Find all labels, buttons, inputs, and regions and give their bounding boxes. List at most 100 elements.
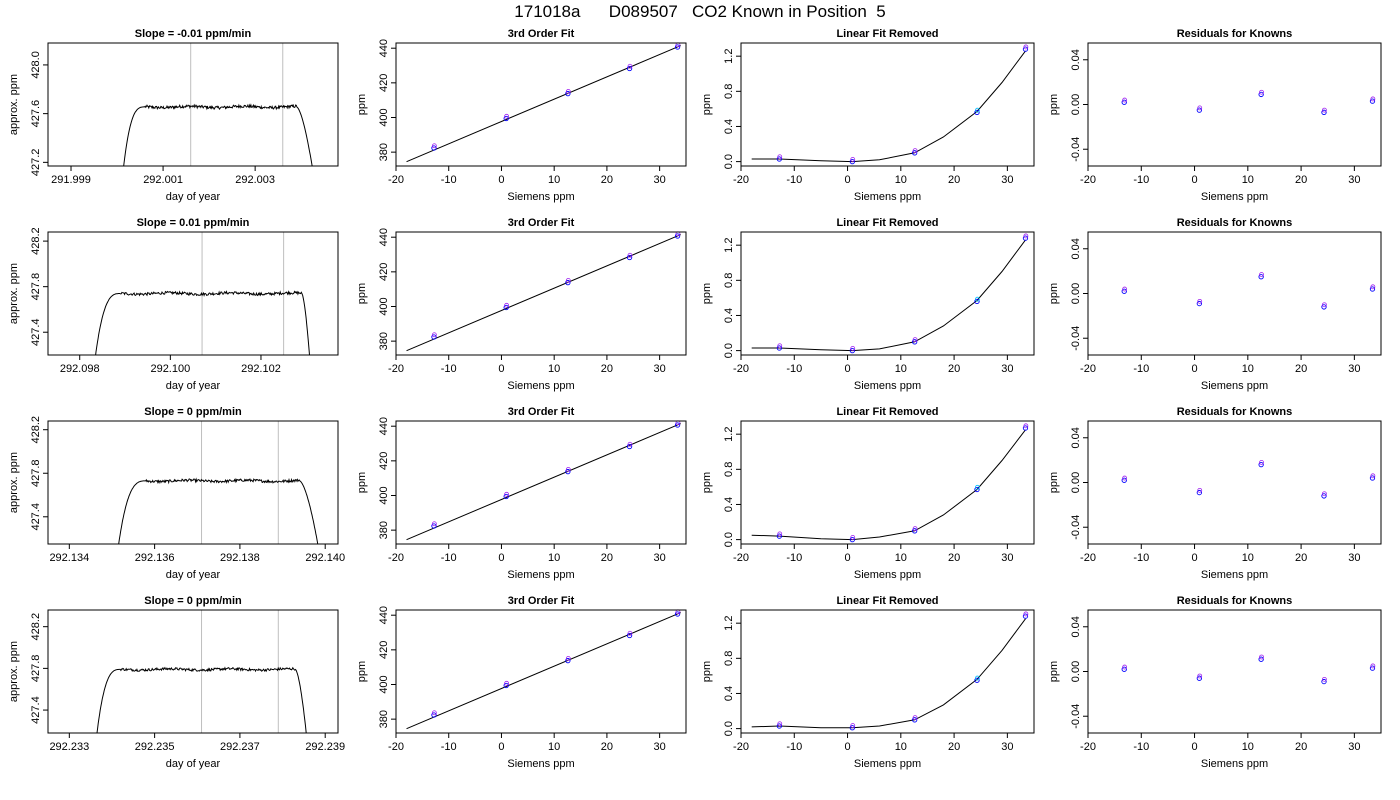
data-point-replicate	[1259, 272, 1264, 277]
panel-r2-c0: Slope = 0 ppm/min 292.134 292.136 292.138 29…	[8, 406, 345, 581]
x-tick-label: 10	[1242, 363, 1254, 375]
x-tick-label: 20	[1295, 174, 1307, 186]
data-point-replicate	[1023, 611, 1029, 617]
x-tick-label: 20	[601, 363, 613, 375]
x-axis-label: Siemens ppm	[507, 569, 574, 581]
data-point-replicate	[777, 721, 783, 727]
y-tick-label: 0.00	[1070, 472, 1082, 493]
data-point-replicate	[565, 88, 571, 94]
x-tick-label: -10	[1133, 363, 1149, 375]
y-tick-label: 0.0	[723, 154, 735, 169]
data-point-replicate	[850, 535, 856, 540]
y-axis-label: ppm	[701, 94, 713, 115]
x-tick-label: 292.233	[49, 741, 89, 753]
y-tick-label: 428.0	[30, 51, 42, 79]
data-point-replicate	[565, 466, 571, 472]
x-tick-label: 20	[1295, 741, 1307, 753]
x-axis-label: Siemens ppm	[854, 380, 921, 392]
y-tick-label: 400	[378, 486, 390, 504]
x-tick-label: 30	[1348, 363, 1360, 375]
x-tick-label: -10	[786, 741, 802, 753]
data-point-replicate	[1122, 475, 1128, 481]
y-tick-label: 440	[378, 417, 390, 435]
fit-curve	[751, 239, 1026, 352]
x-tick-label: 30	[1001, 741, 1013, 753]
y-axis-label: ppm	[701, 661, 713, 682]
x-tick-label: 10	[895, 363, 907, 375]
data-point	[1258, 91, 1264, 98]
x-tick-label: -20	[388, 741, 404, 753]
x-tick-label: -10	[441, 174, 457, 186]
y-axis-label: ppm	[1048, 283, 1060, 304]
fit-curve	[751, 429, 1026, 541]
x-axis-label: Siemens ppm	[507, 758, 574, 770]
y-tick-label: 440	[378, 228, 390, 246]
concentration-trace	[96, 666, 307, 733]
data-point	[1196, 489, 1202, 496]
x-tick-label: 292.003	[235, 174, 275, 186]
y-tick-label: 400	[378, 108, 390, 126]
y-tick-label: 400	[378, 297, 390, 315]
x-tick-label: 20	[948, 174, 960, 186]
data-point-replicate	[777, 154, 783, 160]
y-axis-label: ppm	[1048, 472, 1060, 493]
data-point-replicate	[1370, 473, 1376, 479]
x-tick-label: 0	[498, 174, 504, 186]
x-tick-label: 292.140	[305, 552, 345, 564]
data-point	[1321, 678, 1327, 685]
data-point-replicate	[627, 630, 633, 636]
data-point-replicate	[850, 723, 856, 728]
data-point	[912, 717, 918, 723]
x-tick-label: 292.134	[49, 552, 89, 564]
x-tick-label: 20	[948, 363, 960, 375]
plot-frame	[740, 420, 1035, 545]
data-point	[431, 523, 437, 529]
x-axis-label: day of year	[166, 191, 221, 203]
data-point	[1369, 286, 1376, 292]
plot-frame	[1087, 231, 1382, 356]
x-tick-label: 30	[1348, 741, 1360, 753]
y-tick-label: 0.4	[723, 686, 735, 701]
data-point-replicate	[850, 157, 856, 162]
y-axis-label: ppm	[1048, 94, 1060, 115]
x-tick-label: 0	[844, 552, 850, 564]
plot-frame	[395, 420, 687, 545]
data-point-replicate	[777, 343, 783, 349]
data-point-replicate	[1197, 487, 1203, 493]
y-tick-label: 0.4	[723, 308, 735, 323]
x-tick-label: 0	[1191, 552, 1197, 564]
x-axis-label: Siemens ppm	[854, 569, 921, 581]
x-axis-label: Siemens ppm	[1201, 380, 1268, 392]
y-axis-label: approx. ppm	[8, 74, 20, 135]
data-point	[776, 345, 783, 351]
data-point-replicate	[1321, 107, 1327, 113]
x-tick-label: 10	[548, 741, 560, 753]
figure-title: 171018a D089507 CO2 Known in Position 5	[514, 2, 886, 21]
plot-frame	[740, 609, 1035, 734]
data-point	[1258, 461, 1264, 468]
data-point	[565, 468, 571, 475]
data-point	[1321, 109, 1327, 115]
y-tick-label: 0.4	[723, 497, 735, 512]
data-point	[1321, 304, 1327, 310]
data-point-replicate	[1370, 284, 1376, 290]
data-point	[503, 304, 509, 311]
data-point	[776, 533, 783, 539]
data-point-replicate	[504, 680, 510, 686]
data-point-replicate	[565, 655, 571, 661]
data-point	[1369, 475, 1376, 481]
x-tick-label: 291.999	[51, 174, 91, 186]
x-tick-label: -10	[1133, 741, 1149, 753]
plot-frame	[47, 609, 339, 734]
x-tick-label: 10	[895, 741, 907, 753]
y-tick-label: 0.00	[1070, 94, 1082, 115]
panel-title: Residuals for Knowns	[1177, 217, 1293, 229]
x-tick-label: -20	[1080, 174, 1096, 186]
x-tick-label: -10	[1133, 174, 1149, 186]
x-tick-label: -20	[388, 174, 404, 186]
data-point	[431, 145, 437, 151]
data-point	[1196, 300, 1202, 307]
concentration-trace	[95, 290, 310, 355]
x-tick-label: -20	[388, 552, 404, 564]
y-tick-label: 420	[378, 452, 390, 470]
